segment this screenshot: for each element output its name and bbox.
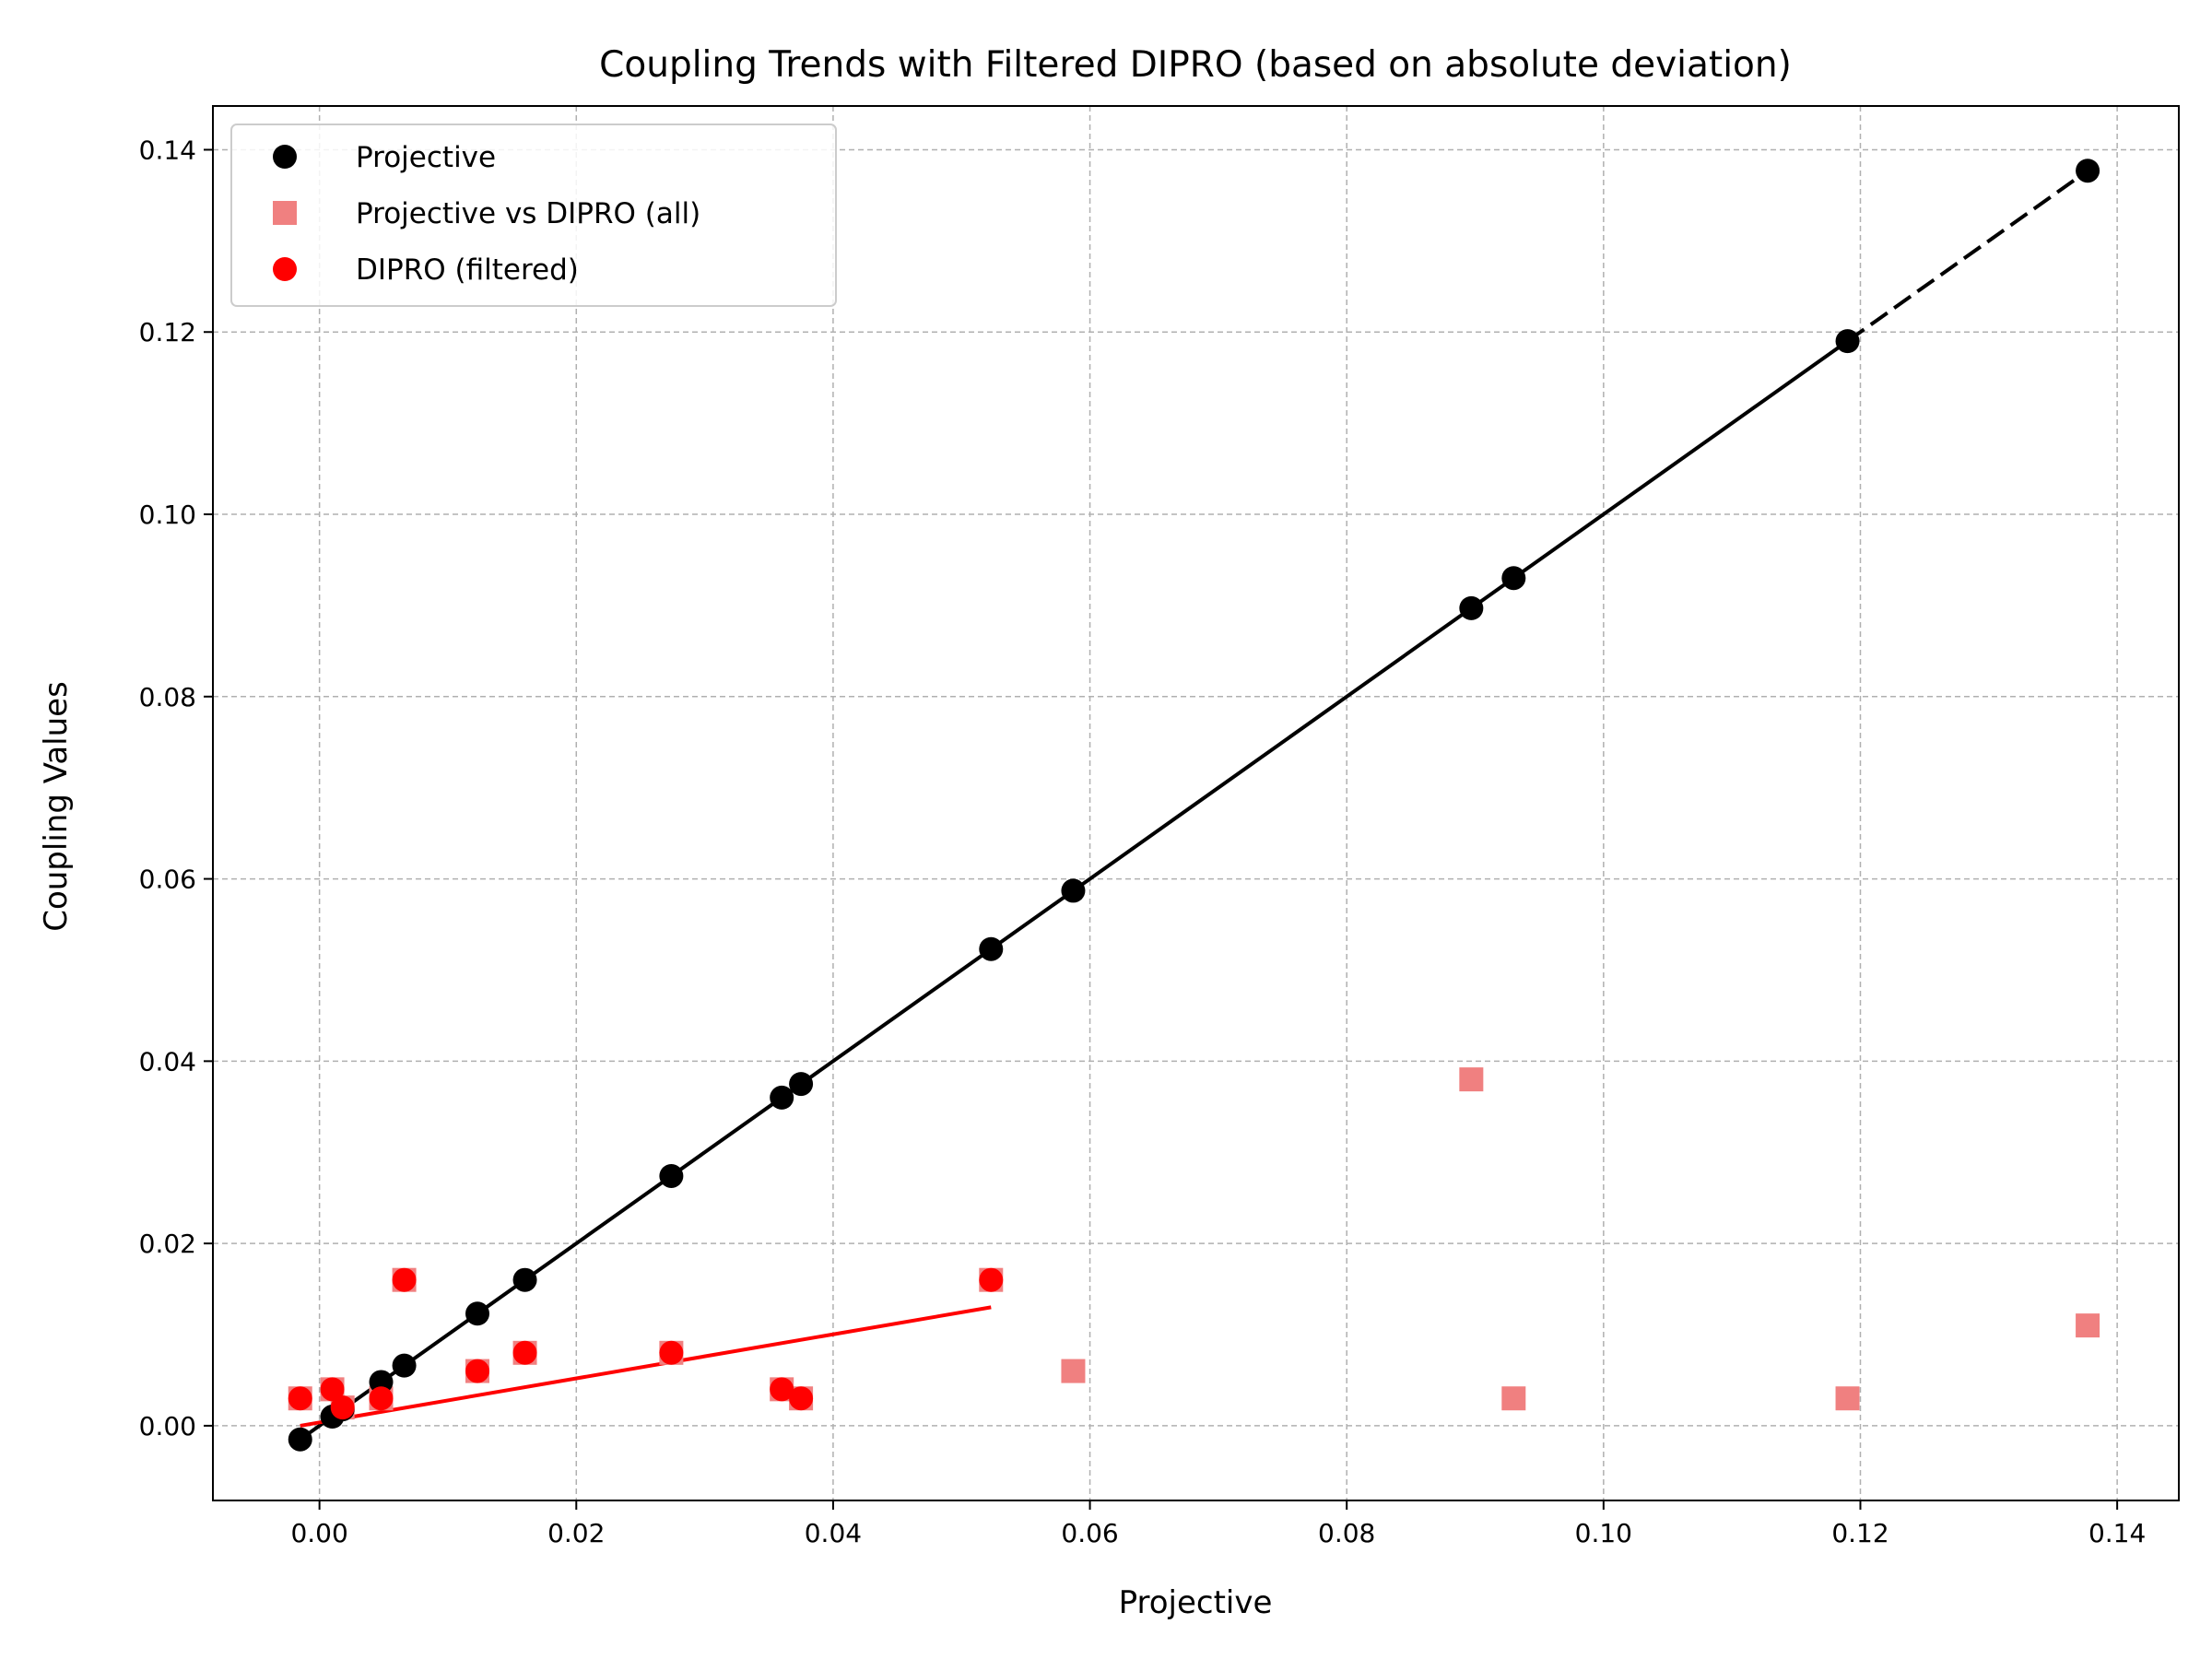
circle-point: [369, 1386, 394, 1411]
circle-point: [789, 1386, 814, 1411]
x-tick-label: 0.04: [805, 1518, 862, 1548]
x-tick-label: 0.14: [2088, 1518, 2146, 1548]
circle-point: [288, 1386, 312, 1411]
x-tick-label: 0.12: [1831, 1518, 1888, 1548]
circle-point: [1061, 878, 1086, 903]
circle-point: [320, 1377, 345, 1402]
trend-line: [300, 1305, 992, 1428]
chart-title: Coupling Trends with Filtered DIPRO (bas…: [599, 44, 1792, 86]
circle-point: [659, 1163, 684, 1188]
circle-point: [512, 1267, 537, 1292]
circle-point: [392, 1353, 417, 1378]
square-point: [1501, 1386, 1526, 1411]
plot-area-frame: [212, 105, 2180, 1501]
legend-marker-square: [273, 201, 297, 225]
x-tick-label: 0.02: [547, 1518, 605, 1548]
x-tick-label: 0.10: [1575, 1518, 1632, 1548]
grid: [213, 106, 2179, 1500]
y-axis-label: Coupling Values: [38, 681, 75, 932]
square-point: [1459, 1067, 1484, 1092]
x-axis-label: Projective: [1119, 1584, 1273, 1621]
y-tick-label: 0.08: [139, 682, 196, 712]
circle-point: [770, 1377, 794, 1402]
legend-box: [230, 124, 837, 307]
y-tick-label: 0.10: [139, 500, 196, 530]
circle-point: [1459, 595, 1484, 620]
y-tick-label: 0.14: [139, 135, 196, 165]
circle-point: [979, 936, 1004, 961]
circle-point: [465, 1301, 490, 1326]
y-tick-label: 0.12: [139, 317, 196, 347]
x-tick-label: 0.08: [1318, 1518, 1375, 1548]
circle-point: [979, 1267, 1004, 1292]
y-tick-label: 0.06: [139, 865, 196, 895]
circle-point: [512, 1340, 537, 1365]
circle-point: [1835, 329, 1860, 354]
x-tick-label: 0.06: [1061, 1518, 1118, 1548]
y-tick-label: 0.04: [139, 1046, 196, 1077]
square-point: [1061, 1359, 1086, 1383]
circle-point: [288, 1427, 312, 1452]
x-tick-label: 0.00: [290, 1518, 347, 1548]
circle-point: [392, 1267, 417, 1292]
circle-point: [1501, 566, 1526, 591]
square-point: [2076, 1313, 2100, 1338]
axis-ticks: 0.00 0.02 0.04 0.06 0.08 0.10 0.12 0.14 0.00 0.02…: [139, 135, 2147, 1548]
legend-marker-circle: [273, 257, 297, 281]
legend-label: Projective vs DIPRO (all): [356, 197, 700, 230]
circle-point: [465, 1359, 490, 1383]
data-points: [288, 159, 2100, 1452]
circle-point: [659, 1340, 684, 1365]
legend-label: Projective: [356, 141, 496, 174]
legend-label: DIPRO (filtered): [356, 253, 579, 287]
dashed-trend-line: [1846, 169, 2089, 343]
circle-point: [789, 1072, 814, 1097]
circle-point: [330, 1395, 355, 1420]
circle-point: [369, 1370, 394, 1394]
y-tick-label: 0.00: [139, 1411, 196, 1441]
circle-point: [2076, 159, 2100, 183]
square-point: [1835, 1386, 1860, 1411]
legend: Projective Projective vs DIPRO (all) DIPRO…: [230, 124, 837, 307]
y-tick-label: 0.02: [139, 1229, 196, 1259]
series-2: [288, 1267, 1004, 1420]
legend-marker-circle: [273, 145, 297, 169]
circle-point: [770, 1085, 794, 1110]
